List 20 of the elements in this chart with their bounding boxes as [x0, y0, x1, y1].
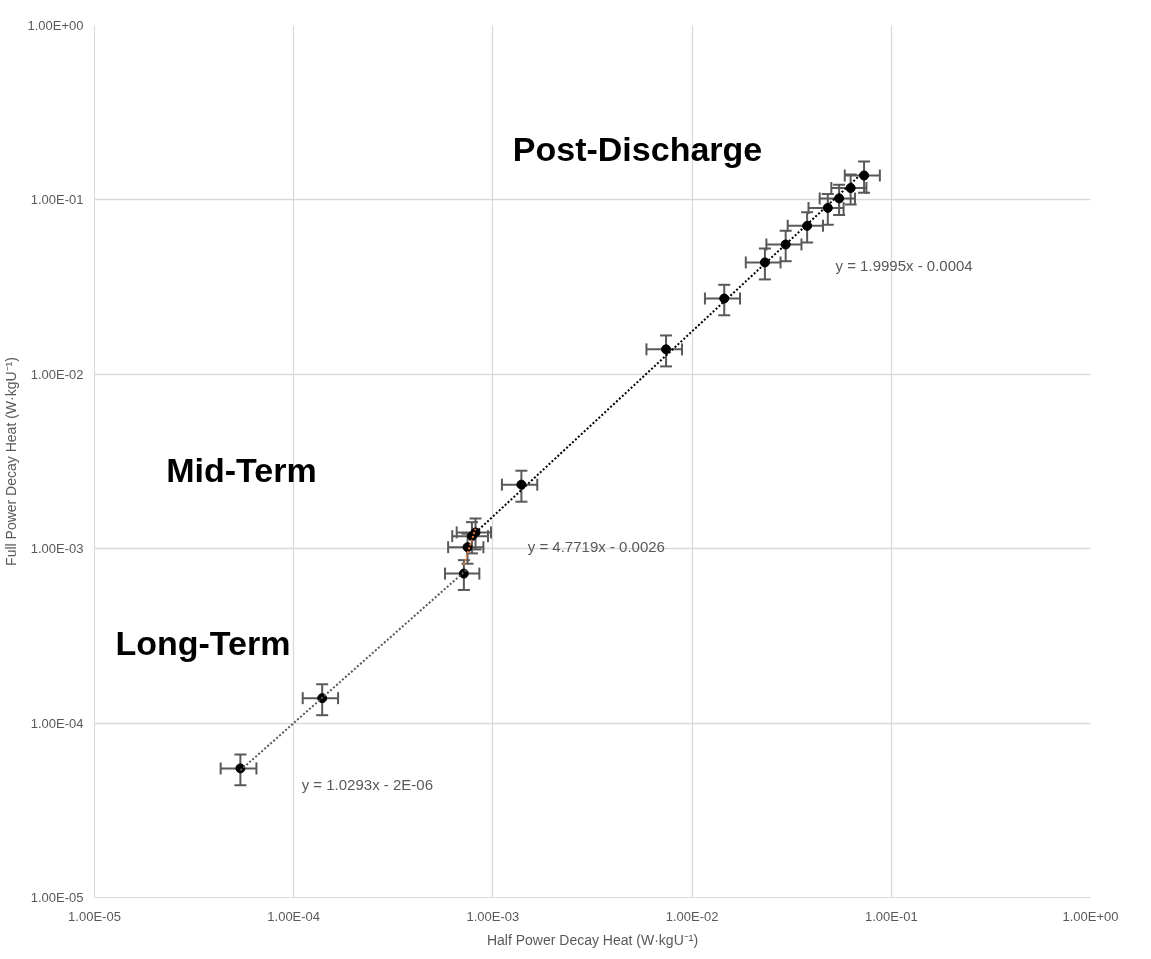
annotation: y = 1.9995x - 0.0004: [835, 256, 973, 274]
x-tick-label: 1.00E-03: [466, 908, 520, 924]
annotation: Long-Term: [115, 623, 291, 662]
x-axis-title: Half Power Decay Heat (W·kgU⁻¹): [486, 931, 699, 948]
y-tick-label: 1.00E-02: [30, 366, 84, 382]
y-axis-title: Full Power Decay Heat (W·kgU⁻¹): [3, 357, 20, 566]
annotation: Post-Discharge: [512, 130, 763, 169]
x-tick-label: 1.00E+00: [1062, 908, 1119, 924]
y-tick-label: 1.00E-01: [30, 192, 84, 208]
annotation: y = 4.7719x - 0.0026: [527, 538, 665, 556]
y-tick-label: 1.00E-04: [30, 715, 84, 731]
x-tick-label: 1.00E-04: [267, 908, 321, 924]
annotation: y = 1.0293x - 2E-06: [301, 775, 434, 793]
x-tick-label: 1.00E-01: [864, 908, 918, 924]
x-tick-label: 1.00E-02: [665, 908, 719, 924]
x-tick-label: 1.00E-05: [68, 908, 121, 924]
annotation: Mid-Term: [166, 451, 317, 490]
y-tick-label: 1.00E+00: [27, 18, 84, 33]
y-tick-label: 1.00E-03: [30, 541, 84, 557]
y-tick-label: 1.00E-05: [30, 890, 84, 905]
